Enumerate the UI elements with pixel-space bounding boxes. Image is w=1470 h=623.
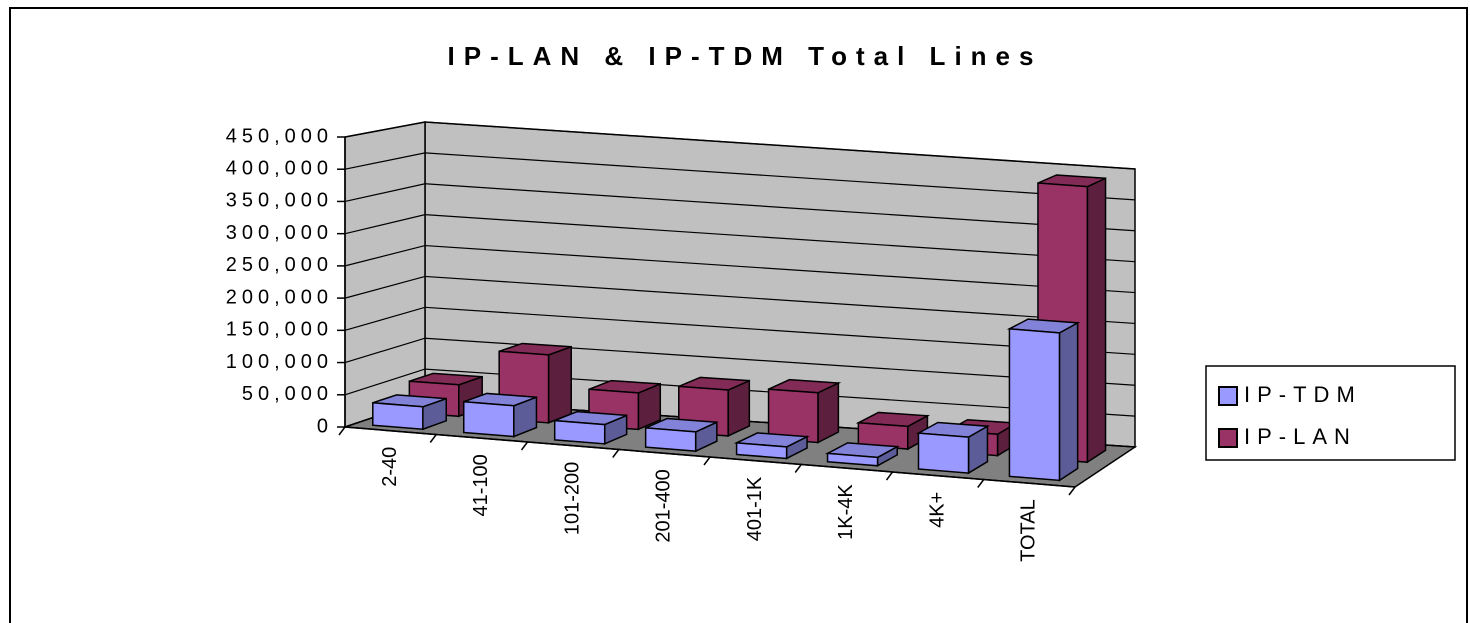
bar-front	[1008, 328, 1061, 482]
x-tick-label: 101-200	[561, 462, 583, 535]
bar-front	[917, 432, 970, 474]
y-tick-label: 0	[317, 415, 333, 437]
legend-label: IP-TDM	[1244, 382, 1362, 407]
grid-line	[344, 275, 1136, 325]
bar-front	[735, 442, 788, 460]
bar	[824, 442, 900, 468]
grid-line	[344, 121, 1136, 170]
grid-line	[344, 214, 1136, 263]
bar-front	[462, 400, 515, 438]
x-tick	[794, 464, 802, 473]
x-tick-label: TOTAL	[1018, 499, 1040, 562]
grid-line	[344, 183, 1136, 232]
bar-side	[1086, 177, 1107, 464]
y-tick-label: 250,000	[226, 254, 333, 276]
grid-line	[344, 368, 1136, 417]
x-tick-label: 401-1K	[744, 476, 766, 541]
bar	[733, 432, 810, 460]
x-tick	[703, 456, 711, 466]
x-tick	[885, 471, 894, 481]
bar-front	[372, 401, 424, 431]
bar	[1006, 318, 1081, 482]
y-tick-label: 50,000	[242, 383, 333, 405]
x-tick	[612, 449, 620, 458]
bar	[372, 394, 447, 431]
legend-box	[1205, 365, 1456, 461]
y-tick-label: 150,000	[226, 319, 333, 341]
y-tick-label: 100,000	[226, 351, 333, 373]
bar-front	[644, 427, 697, 452]
grid-line	[344, 306, 1136, 355]
legend-swatch	[1218, 428, 1238, 448]
y-tick-label: 300,000	[226, 222, 333, 244]
x-tick-label: 1K-4K	[835, 484, 857, 540]
x-tick-label: 41-100	[470, 454, 492, 516]
bar-front	[826, 452, 879, 467]
bar	[553, 410, 628, 445]
bar	[462, 392, 538, 438]
bar	[915, 421, 990, 475]
x-tick	[977, 479, 985, 488]
bar-side	[547, 345, 572, 424]
x-tick	[429, 434, 437, 443]
bar	[767, 378, 842, 444]
chart-title: IP-LAN & IP-TDM Total Lines	[448, 41, 1043, 71]
x-tick-label: 4K+	[926, 492, 948, 528]
bar-side	[1058, 321, 1079, 482]
y-tick-label: 200,000	[226, 286, 333, 308]
x-tick-label: 201-400	[653, 469, 675, 542]
legend-label: IP-LAN	[1244, 424, 1357, 449]
y-tick-label: 450,000	[226, 125, 333, 147]
x-tick-label: 2-40	[379, 447, 401, 487]
y-tick-label: 400,000	[226, 158, 333, 180]
x-tick	[520, 441, 529, 451]
grid-line	[344, 337, 1136, 386]
x-tick	[338, 426, 346, 436]
bar	[644, 417, 718, 453]
bar-front	[553, 419, 606, 445]
y-tick-label: 350,000	[226, 190, 333, 212]
x-tick	[1068, 486, 1076, 496]
grid-line	[344, 244, 1136, 294]
bar	[855, 411, 931, 451]
grid-line	[344, 152, 1136, 201]
legend-swatch	[1218, 386, 1238, 406]
